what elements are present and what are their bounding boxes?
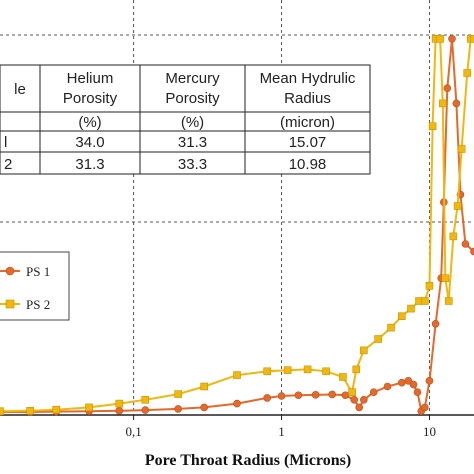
- data-point: [26, 407, 34, 415]
- data-point: [374, 335, 382, 343]
- data-point: [428, 122, 437, 130]
- legend-box: [0, 251, 70, 321]
- data-point: [407, 304, 415, 313]
- table-data-cell: 33.3: [178, 156, 207, 173]
- data-point: [360, 395, 368, 404]
- data-point: [431, 319, 440, 328]
- data-point: [425, 281, 434, 290]
- data-point: [453, 202, 462, 210]
- x-tick-label: 0,1: [125, 424, 141, 439]
- table-header-cell: Mercury: [165, 70, 220, 87]
- data-point: [200, 403, 208, 412]
- data-point: [443, 84, 452, 92]
- data-point: [350, 395, 359, 404]
- properties-table: le Helium Porosity Mercury Porosity Mean Hydr…: [0, 64, 371, 175]
- data-point: [452, 99, 461, 108]
- data-point: [311, 391, 320, 399]
- data-point: [348, 388, 356, 397]
- legend-label: PS 1: [26, 264, 50, 279]
- axes: [0, 414, 474, 420]
- table-header-cell: le: [14, 81, 26, 98]
- data-point: [441, 274, 450, 283]
- legend-marker: [5, 266, 15, 276]
- table-frame: [0, 64, 371, 175]
- data-point: [0, 407, 4, 416]
- data-point: [115, 407, 124, 415]
- x-tick-label: 1: [278, 424, 285, 439]
- data-point: [263, 367, 271, 376]
- data-point: [436, 34, 444, 43]
- data-point: [438, 99, 447, 108]
- data-point: [141, 395, 150, 404]
- data-point: [283, 366, 292, 374]
- data-point: [404, 376, 413, 385]
- data-point: [421, 297, 429, 305]
- x-axis-label: Pore Throat Radius (Microns): [145, 452, 351, 469]
- data-point: [328, 390, 336, 399]
- legend: PS 1 PS 2: [0, 251, 70, 321]
- data-point: [421, 403, 429, 412]
- table-data-cell: 10.98: [289, 156, 327, 173]
- data-point: [470, 34, 474, 43]
- data-point: [233, 371, 241, 379]
- data-point: [448, 34, 456, 43]
- table-header-cell: Porosity: [165, 90, 220, 107]
- grid-lines: [0, 0, 474, 415]
- x-tick-labels: 0,1 1 10: [125, 424, 435, 439]
- table-header-cell: Mean Hydrulic: [260, 70, 356, 87]
- data-point: [470, 247, 474, 256]
- data-point: [449, 232, 458, 241]
- data-point: [461, 240, 470, 248]
- table-header-cell: Helium: [67, 70, 114, 87]
- table-data-cell: l: [4, 134, 7, 151]
- table-data-cell: 15.07: [289, 134, 327, 151]
- data-point: [200, 382, 208, 391]
- data-point: [174, 390, 182, 398]
- series-layer: [0, 34, 474, 416]
- table-data-cell: 31.3: [75, 156, 104, 173]
- data-point: [463, 69, 472, 77]
- data-point: [360, 346, 368, 355]
- table-unit-cell: (%): [78, 114, 101, 131]
- table-header-cell: Porosity: [63, 90, 118, 107]
- data-point: [339, 373, 347, 381]
- table-data-cell: 34.0: [75, 134, 104, 151]
- data-point: [52, 405, 61, 414]
- data-point: [409, 380, 418, 389]
- data-point: [303, 365, 312, 374]
- table-unit-cell: (%): [181, 114, 204, 131]
- data-point: [397, 378, 406, 387]
- data-point: [263, 394, 271, 402]
- data-point: [233, 399, 241, 408]
- table-data-cell: 2: [4, 156, 12, 173]
- data-point: [352, 365, 361, 374]
- data-point: [115, 399, 124, 408]
- data-point: [277, 392, 286, 400]
- data-point: [369, 388, 378, 397]
- data-point: [174, 405, 182, 413]
- data-point: [85, 403, 93, 412]
- legend-label: PS 2: [26, 297, 50, 312]
- table-header-cell: Radius: [284, 90, 331, 107]
- data-point: [387, 323, 395, 332]
- x-tick-label: 10: [423, 424, 436, 439]
- data-point: [141, 406, 150, 414]
- data-point: [355, 403, 364, 412]
- data-point: [383, 382, 392, 391]
- data-point: [322, 367, 330, 376]
- data-point: [294, 391, 303, 400]
- series-line: [0, 37, 474, 413]
- data-point: [397, 312, 406, 321]
- legend-marker: [5, 299, 15, 309]
- table-data-cell: 31.3: [178, 134, 207, 151]
- data-point: [413, 388, 422, 397]
- series-ps-2: [0, 34, 474, 416]
- data-point: [425, 376, 434, 385]
- data-point: [341, 391, 350, 400]
- data-point: [457, 145, 466, 153]
- table-unit-cell: (micron): [280, 114, 335, 131]
- data-point: [444, 297, 453, 305]
